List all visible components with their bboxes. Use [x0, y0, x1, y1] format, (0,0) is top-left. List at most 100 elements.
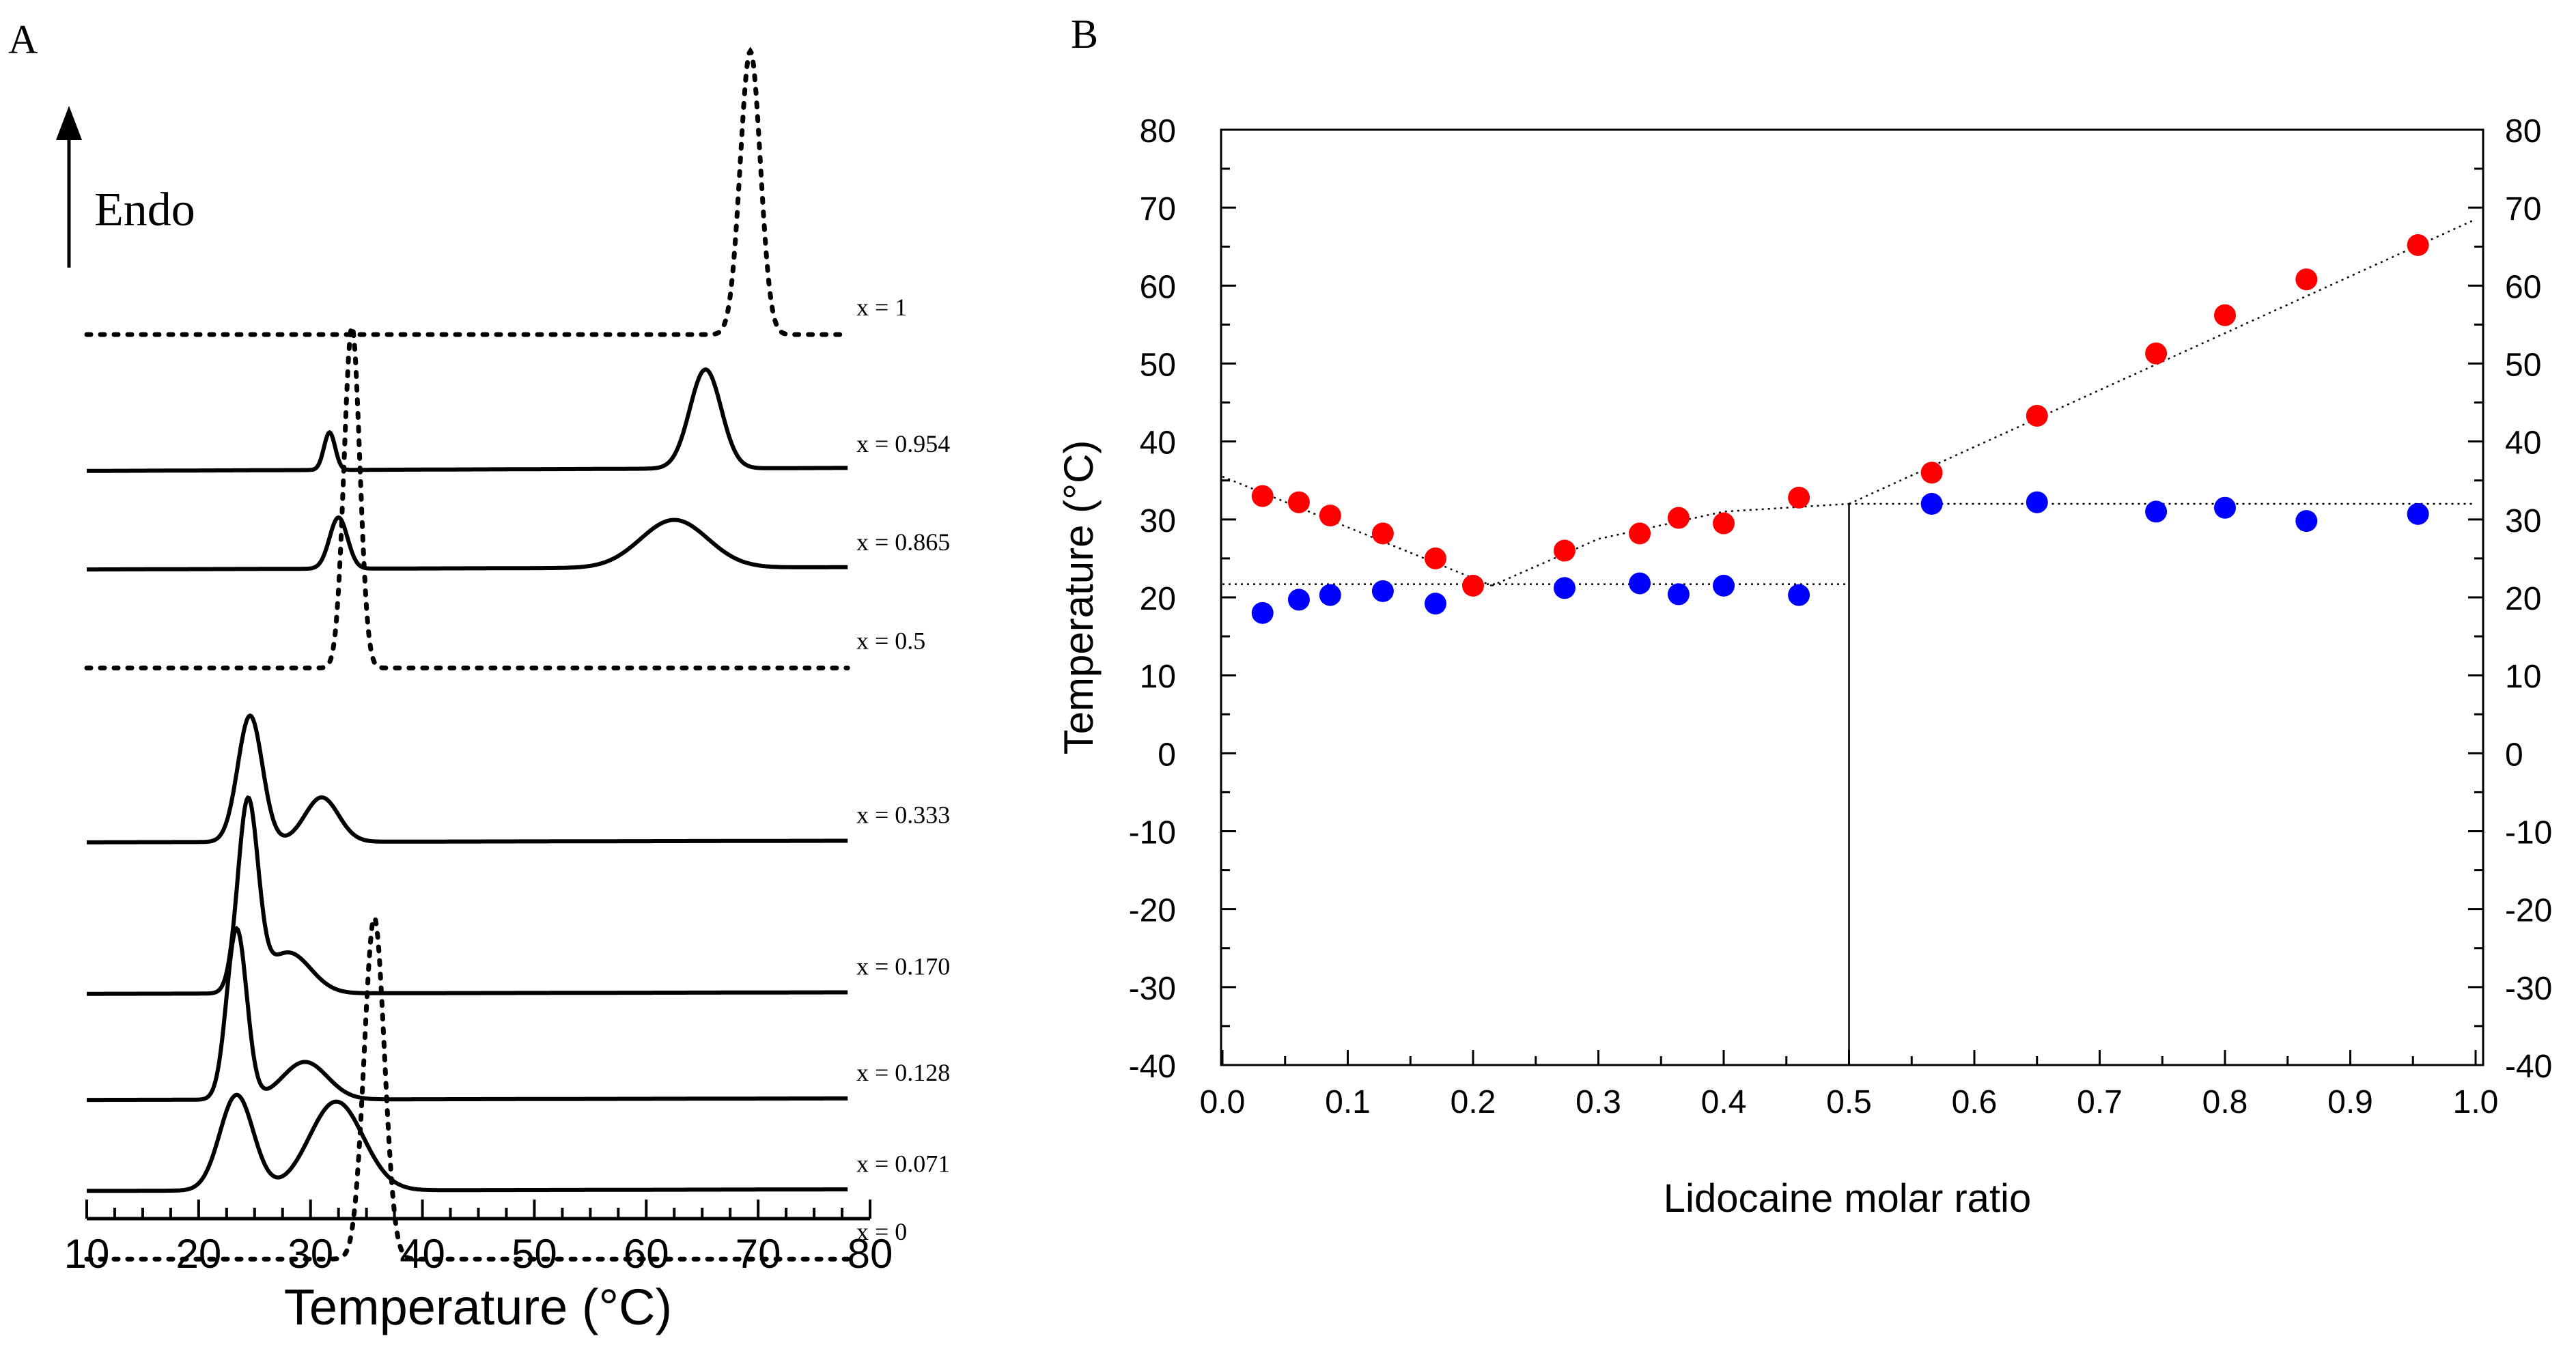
x-tick-label: 0.2 [1451, 1084, 1496, 1120]
y-tick-label-right: 30 [2505, 503, 2541, 539]
y-tick-label-right: 0 [2505, 737, 2523, 773]
y-tick-label-left: 50 [1140, 348, 1176, 384]
y-tick-label-right: -40 [2505, 1049, 2552, 1085]
x-tick-label: 0.0 [1200, 1084, 1246, 1120]
y-tick-label-left: 40 [1140, 425, 1176, 462]
x-tick-label: 0.5 [1826, 1084, 1872, 1120]
solidus-point [2026, 491, 2048, 513]
y-tick-label-left: 60 [1140, 269, 1176, 305]
liquidus-point [1462, 574, 1484, 597]
liquidus-point [2407, 233, 2429, 256]
liquidus-fit-middle [1491, 502, 1849, 587]
curve-label: x = 0.954 [856, 430, 950, 457]
panel-b-ticks [1221, 128, 2483, 1066]
panel-a-curves [84, 46, 850, 1262]
x-tick-label: 0.4 [1701, 1084, 1747, 1120]
y-tick-label-right: 80 [2505, 113, 2541, 150]
liquidus-point [1319, 505, 1341, 527]
y-tick-label-left: -20 [1129, 893, 1176, 929]
panel-b-x-tick-labels: 0.0 0.1 0.2 0.3 0.4 0.5 0.6 0.7 0.8 0.9 1.0 [1200, 1084, 2499, 1120]
y-tick-label-left: 70 [1140, 191, 1176, 227]
panel-a-x-tick-label: 80 [848, 1231, 893, 1277]
curve-label: x = 0.333 [856, 802, 950, 829]
solidus-point [2145, 500, 2168, 523]
solidus-point [1371, 580, 1394, 602]
y-tick-label-right: 50 [2505, 348, 2541, 384]
solidus-point [1629, 572, 1651, 595]
x-tick-label: 0.1 [1325, 1084, 1371, 1120]
y-tick-label-right: 60 [2505, 269, 2541, 305]
panel-a-x-tick-labels: 10 20 30 40 50 60 70 80 [64, 1231, 893, 1277]
liquidus-point [1629, 522, 1651, 545]
liquidus-point [1713, 512, 1735, 535]
panel-a-x-tick-label: 40 [400, 1231, 445, 1277]
curve-x-1 [84, 46, 850, 337]
liquidus-point [1553, 539, 1576, 562]
panel-b-label: B [1071, 12, 1098, 57]
panel-a-x-ticks [85, 1200, 871, 1219]
y-tick-label-left: 80 [1140, 113, 1176, 150]
x-tick-label: 0.9 [2327, 1084, 2373, 1120]
x-tick-label: 1.0 [2453, 1084, 2499, 1120]
solidus-point [2214, 496, 2236, 519]
panel-a-dsc-thermograms: Endo 10 20 30 40 50 60 70 80 Temperature (°C) x… [56, 46, 950, 1335]
panel-b-y-tick-labels-left: 80 70 60 50 40 30 20 10 0 -10 -20 -30 -40 [1129, 113, 1176, 1085]
curve-label: x = 0.128 [856, 1059, 950, 1086]
x-tick-label: 0.3 [1576, 1084, 1621, 1120]
curve-label: x = 0.5 [856, 627, 925, 654]
curve-label: x = 0.170 [856, 953, 950, 980]
panel-a-x-axis-title: Temperature (°C) [284, 1279, 672, 1335]
solidus-point [2407, 502, 2429, 525]
panel-a-label: A [8, 17, 38, 62]
liquidus-point [2026, 404, 2048, 427]
y-tick-label-right: 40 [2505, 425, 2541, 462]
y-tick-label-left: 20 [1140, 581, 1176, 617]
x-tick-label: 0.6 [1952, 1084, 1998, 1120]
solidus-point [1287, 589, 1310, 611]
solidus-point [1319, 584, 1341, 606]
solidus-point [2295, 510, 2318, 533]
liquidus-point [1371, 522, 1394, 545]
panel-a-curve-labels: x = 1 x = 0.954 x = 0.865 x = 0.5 x = 0.333 x… [856, 294, 950, 1245]
liquidus-point [1424, 547, 1446, 569]
endo-label: Endo [94, 184, 195, 236]
liquidus-point [1287, 491, 1310, 513]
liquidus-point [2295, 268, 2318, 291]
x-tick-label: 0.7 [2077, 1084, 2123, 1120]
panel-a-x-tick-label: 10 [64, 1231, 110, 1277]
y-tick-label-left: -40 [1129, 1049, 1176, 1085]
solidus-point [1920, 493, 1943, 515]
liquidus-point [1251, 485, 1274, 507]
panel-a-x-tick-label: 70 [736, 1231, 781, 1277]
panel-a-x-tick-label: 20 [176, 1231, 221, 1277]
y-tick-label-left: -30 [1129, 971, 1176, 1007]
curve-x-0-865 [87, 515, 848, 572]
curve-x-0 [84, 912, 850, 1262]
liquidus-point [2145, 342, 2168, 365]
panel-a-x-tick-label: 50 [512, 1231, 557, 1277]
curve-x-0-954 [87, 367, 848, 473]
panel-b-phase-diagram: 80 70 60 50 40 30 20 10 0 -10 -20 -30 -40 80 70 60 50 40… [1056, 113, 2552, 1221]
endo-arrow-head-icon [56, 106, 82, 140]
curve-x-0-071 [87, 1092, 848, 1193]
y-tick-label-left: -10 [1129, 815, 1176, 851]
panel-b-y-tick-labels-right: 80 70 60 50 40 30 20 10 0 -10 -20 -30 -40 [2505, 113, 2552, 1085]
x-tick-label: 0.8 [2202, 1084, 2248, 1120]
solidus-point [1424, 593, 1446, 615]
panel-b-points [1251, 233, 2429, 624]
y-tick-label-right: -20 [2505, 893, 2552, 929]
curve-x-0-5 [84, 319, 850, 670]
y-tick-label-left: 30 [1140, 503, 1176, 539]
panel-b-frame [1220, 128, 2484, 1066]
liquidus-fit-right [1848, 218, 2476, 505]
y-tick-label-left: 0 [1158, 737, 1176, 773]
solidus-point [1251, 601, 1274, 624]
liquidus-point [1920, 462, 1943, 484]
curve-label: x = 0.865 [856, 528, 950, 556]
solidus-point [1667, 583, 1690, 606]
panel-b-x-axis-title: Lidocaine molar ratio [1664, 1176, 2031, 1221]
panel-b-fit-lines [1222, 218, 2476, 1065]
liquidus-point [1667, 507, 1690, 529]
curve-label: x = 0.071 [856, 1150, 950, 1177]
